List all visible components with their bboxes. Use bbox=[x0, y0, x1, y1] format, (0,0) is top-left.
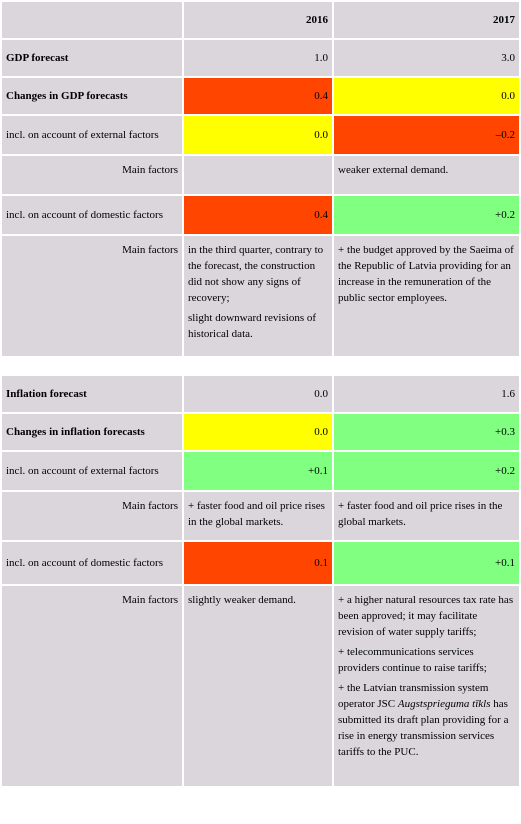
row-label: Changes in inflation forecasts bbox=[2, 414, 182, 450]
forecast-table: 2016 2017 GDP forecast 1.0 3.0 Changes in GDP… bbox=[2, 2, 519, 786]
factor-cell: weaker external demand. bbox=[334, 156, 519, 194]
factor-cell: + faster food and oil price rises in the… bbox=[184, 492, 332, 540]
factor-text: + the Latvian transmission system operat… bbox=[338, 680, 515, 760]
row-label: incl. on account of external factors bbox=[2, 452, 182, 490]
table-row: GDP forecast 1.0 3.0 bbox=[2, 40, 519, 76]
value-cell: 0.4 bbox=[184, 78, 332, 114]
value-cell: +0.3 bbox=[334, 414, 519, 450]
factor-text-part: Augstsprieguma tīkls bbox=[397, 698, 491, 710]
row-label: GDP forecast bbox=[2, 40, 182, 76]
table-row: Changes in GDP forecasts 0.4 0.0 bbox=[2, 78, 519, 114]
factor-text: + faster food and oil price rises in the… bbox=[188, 500, 325, 528]
value-cell: –0.2 bbox=[334, 116, 519, 154]
row-label: incl. on account of domestic factors bbox=[2, 542, 182, 584]
value-cell: +0.2 bbox=[334, 196, 519, 234]
factor-text: + telecommunications services providers … bbox=[338, 646, 487, 674]
value-cell: 0.0 bbox=[184, 414, 332, 450]
table-row: incl. on account of external factors 0.0–… bbox=[2, 116, 519, 154]
row-label: Main factors bbox=[2, 236, 182, 356]
factor-text-part: + the Latvian transmission system operat… bbox=[338, 682, 489, 710]
row-label: Main factors bbox=[2, 156, 182, 194]
year-header: 2016 bbox=[184, 2, 332, 38]
row-label: incl. on account of external factors bbox=[2, 116, 182, 154]
table-row: incl. on account of domestic factors 0.4 +… bbox=[2, 196, 519, 234]
value-cell: +0.1 bbox=[184, 452, 332, 490]
factor-cell: + a higher natural resources tax rate ha… bbox=[334, 586, 519, 786]
value-cell: 1.6 bbox=[334, 376, 519, 412]
factor-text: + a higher natural resources tax rate ha… bbox=[338, 594, 514, 638]
row-label: Main factors bbox=[2, 586, 182, 786]
factor-text: + faster food and oil price rises in the… bbox=[338, 500, 503, 528]
value-cell: 0.0 bbox=[184, 376, 332, 412]
row-label: incl. on account of domestic factors bbox=[2, 196, 182, 234]
factor-text-part: has submitted its draft plan providing f… bbox=[338, 698, 509, 758]
value-cell: +0.2 bbox=[334, 452, 519, 490]
table-row: Inflation forecast 0.0 1.6 bbox=[2, 376, 519, 412]
factor-text: in the third quarter, contrary to the fo… bbox=[188, 244, 324, 304]
header-cell bbox=[2, 2, 182, 38]
value-cell: 0.0 bbox=[184, 116, 332, 154]
row-label: Changes in GDP forecasts bbox=[2, 78, 182, 114]
row-label: Main factors bbox=[2, 492, 182, 540]
factor-text: slightly weaker demand. bbox=[188, 594, 296, 606]
factor-cell: + faster food and oil price rises in the… bbox=[334, 492, 519, 540]
factor-cell: in the third quarter, contrary to the fo… bbox=[184, 236, 332, 356]
factor-text: slight downward revisions of historical … bbox=[188, 312, 317, 340]
table-row: incl. on account of domestic factors 0.1 +… bbox=[2, 542, 519, 584]
factor-cell: + the budget approved by the Saeima of t… bbox=[334, 236, 519, 356]
factor-cell bbox=[184, 156, 332, 194]
year-header: 2017 bbox=[334, 2, 519, 38]
value-cell: +0.1 bbox=[334, 542, 519, 584]
factor-cell: slightly weaker demand. bbox=[184, 586, 332, 786]
value-cell: 0.1 bbox=[184, 542, 332, 584]
table-row: Main factors weaker external demand. bbox=[2, 156, 519, 194]
factor-text: weaker external demand. bbox=[338, 164, 449, 176]
gap-cell bbox=[2, 358, 519, 374]
row-label: Inflation forecast bbox=[2, 376, 182, 412]
table-row: incl. on account of external factors +0.1… bbox=[2, 452, 519, 490]
table-row: Changes in inflation forecasts 0.0 +0.3 bbox=[2, 414, 519, 450]
table-row: Main factors + faster food and oil price … bbox=[2, 492, 519, 540]
table-row: Main factors in the third quarter, contra… bbox=[2, 236, 519, 356]
value-cell: 3.0 bbox=[334, 40, 519, 76]
table-row: Main factors slightly weaker demand. + a h… bbox=[2, 586, 519, 786]
section-gap bbox=[2, 358, 519, 374]
value-cell: 1.0 bbox=[184, 40, 332, 76]
value-cell: 0.4 bbox=[184, 196, 332, 234]
value-cell: 0.0 bbox=[334, 78, 519, 114]
header-row: 2016 2017 bbox=[2, 2, 519, 38]
factor-text: + the budget approved by the Saeima of t… bbox=[338, 244, 514, 304]
